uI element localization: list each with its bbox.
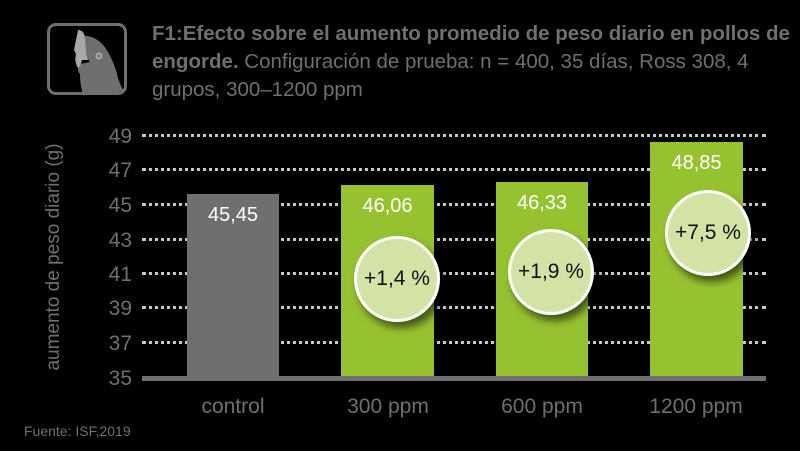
grid-line: [142, 203, 766, 206]
chicken-head-icon: [47, 23, 127, 95]
grid-line: [142, 306, 766, 309]
y-tick: 49: [108, 125, 132, 148]
chart-title-details: Configuración de prueba: n = 400, 35 día…: [152, 50, 749, 101]
change-badge-600ppm: +1,9 %: [508, 229, 594, 315]
grid-line: [142, 341, 766, 344]
bar-value: 46,33: [516, 192, 568, 214]
y-tick: 47: [108, 159, 132, 182]
grid-line: [142, 134, 766, 137]
x-label-control: control: [201, 395, 265, 418]
change-badge-1200ppm: +7,5 %: [665, 190, 751, 276]
y-axis-label: aumento de peso diario (g): [43, 143, 64, 371]
grid-line: [142, 238, 766, 241]
chart-title: F1:Efecto sobre el aumento promedio de p…: [152, 20, 797, 104]
x-axis-line: [142, 376, 766, 381]
y-tick: 39: [108, 297, 132, 320]
y-tick: 45: [108, 194, 132, 217]
y-tick: 41: [108, 263, 132, 286]
bar-value: 46,06: [362, 195, 413, 217]
grid-line: [142, 272, 766, 275]
x-label-600ppm: 600 ppm: [501, 395, 583, 418]
bar-control: 45,45: [187, 194, 279, 378]
x-label-300ppm: 300 ppm: [347, 395, 429, 418]
x-label-1200ppm: 1200 ppm: [649, 395, 743, 418]
change-badge-300ppm: +1,4 %: [354, 236, 440, 322]
y-tick: 37: [108, 332, 132, 355]
grid-line: [142, 168, 766, 171]
chart-title-bold: F1:Efecto sobre el aumento promedio de p…: [152, 22, 790, 73]
bar-value: 45,45: [207, 204, 259, 226]
y-tick: 43: [108, 229, 132, 252]
source-note: Fuente: ISF,2019: [24, 423, 131, 439]
bar-value: 48,85: [671, 152, 722, 174]
y-tick: 35: [108, 367, 132, 390]
